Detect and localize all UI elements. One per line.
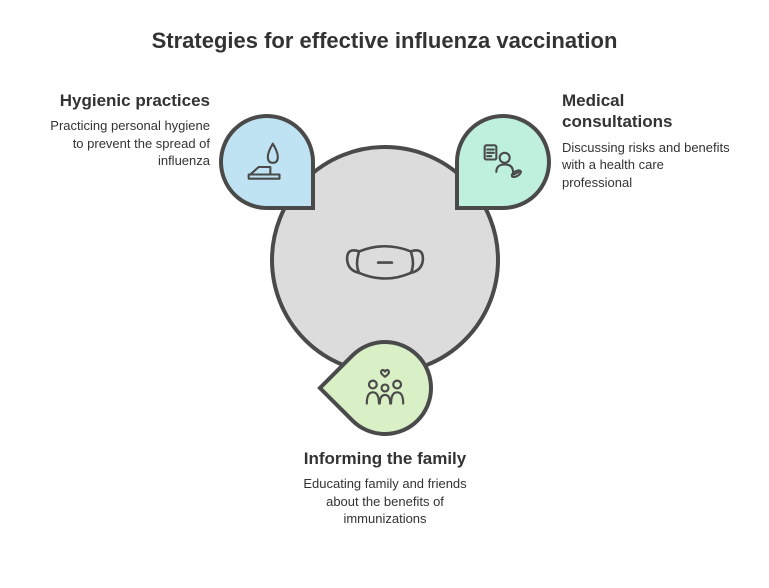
body-hygiene: Practicing personal hygiene to prevent t… bbox=[45, 117, 210, 170]
label-family: Informing the family Educating family an… bbox=[300, 448, 470, 528]
bubble-consult bbox=[455, 114, 551, 210]
heading-family: Informing the family bbox=[300, 448, 470, 469]
heading-consult: Medical consultations bbox=[562, 90, 737, 133]
consult-icon bbox=[459, 118, 547, 206]
body-family: Educating family and friends about the b… bbox=[300, 475, 470, 528]
page-title: Strategies for effective influenza vacci… bbox=[0, 28, 769, 54]
bubble-family bbox=[337, 340, 433, 436]
label-hygiene: Hygienic practices Practicing personal h… bbox=[45, 90, 210, 170]
heading-hygiene: Hygienic practices bbox=[45, 90, 210, 111]
family-icon bbox=[337, 340, 433, 436]
hygiene-drop-icon bbox=[223, 118, 311, 206]
body-consult: Discussing risks and benefits with a hea… bbox=[562, 139, 737, 192]
label-consult: Medical consultations Discussing risks a… bbox=[562, 90, 737, 191]
bubble-hygiene bbox=[219, 114, 315, 210]
title-text: Strategies for effective influenza vacci… bbox=[152, 28, 618, 53]
